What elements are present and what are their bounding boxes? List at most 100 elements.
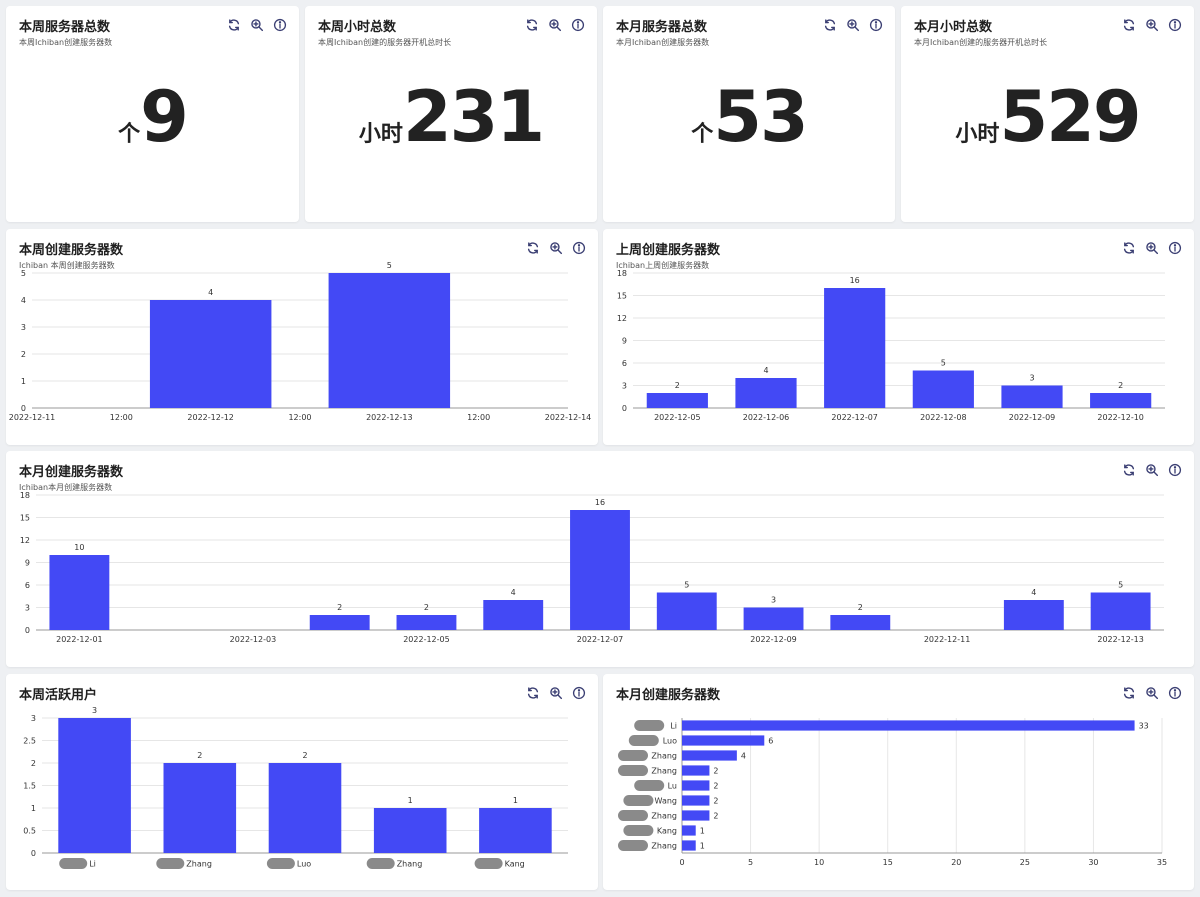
redacted-name-mask	[623, 825, 654, 836]
data-label: 1	[700, 827, 705, 836]
info-icon[interactable]	[571, 685, 586, 700]
bar[interactable]	[912, 370, 974, 409]
redacted-name-mask	[266, 858, 295, 869]
refresh-icon[interactable]	[1121, 462, 1136, 477]
bar[interactable]	[163, 763, 237, 853]
bar[interactable]	[1090, 592, 1151, 631]
refresh-icon[interactable]	[226, 17, 241, 32]
data-label: 16	[595, 498, 605, 507]
bar[interactable]	[682, 735, 765, 746]
bar[interactable]	[682, 825, 696, 836]
x-tick-label: 2022-12-06	[743, 413, 790, 422]
refresh-icon[interactable]	[822, 17, 837, 32]
chart-card-last-week-created: 上周创建服务器数 Ichiban上周创建服务器数 0 3 6 9 12 15 18 2 2022…	[603, 229, 1194, 445]
bar[interactable]	[735, 378, 797, 408]
info-icon[interactable]	[1167, 17, 1182, 32]
bar[interactable]	[268, 763, 342, 853]
x-tick-label: 2022-12-12	[187, 413, 234, 422]
info-icon[interactable]	[571, 240, 586, 255]
y-tick-label: 9	[25, 559, 30, 568]
refresh-icon[interactable]	[1121, 17, 1136, 32]
bar[interactable]	[743, 607, 804, 631]
bar[interactable]	[682, 765, 710, 776]
info-icon[interactable]	[570, 17, 585, 32]
bar[interactable]	[1001, 385, 1063, 409]
y-tick-label: 15	[617, 292, 627, 301]
bar[interactable]	[682, 795, 710, 806]
card-toolbar	[525, 685, 586, 700]
redacted-name-mask	[474, 858, 503, 869]
zoom-icon[interactable]	[548, 685, 563, 700]
bar[interactable]	[479, 808, 552, 853]
bar[interactable]	[656, 592, 717, 631]
stat-number: 529	[999, 76, 1141, 158]
info-icon[interactable]	[1167, 685, 1182, 700]
card-toolbar	[1121, 685, 1182, 700]
stat-value: 个53	[603, 82, 895, 152]
bar[interactable]	[396, 615, 457, 630]
card-subtitle: 本周Ichiban创建的服务器开机总时长	[318, 38, 452, 47]
zoom-icon[interactable]	[547, 17, 562, 32]
card-subtitle: Ichiban 本周创建服务器数	[19, 261, 115, 270]
data-label: 16	[850, 276, 860, 285]
redacted-name-mask	[366, 858, 395, 869]
redacted-name-mask	[618, 810, 648, 821]
bar[interactable]	[58, 718, 131, 853]
x-tick-label: 2022-12-05	[403, 635, 450, 644]
month-created-chart: 0 3 6 9 12 15 18 10 2022-12-01 2022-12-03 2 2 2022-1…	[20, 491, 1164, 644]
bar[interactable]	[682, 810, 710, 821]
zoom-icon[interactable]	[1144, 240, 1159, 255]
bar[interactable]	[309, 615, 370, 630]
info-icon[interactable]	[1167, 240, 1182, 255]
y-tick-label: 12	[617, 314, 627, 323]
refresh-icon[interactable]	[1121, 685, 1136, 700]
zoom-icon[interactable]	[845, 17, 860, 32]
card-subtitle: 本月Ichiban创建的服务器开机总时长	[914, 38, 1048, 47]
bar[interactable]	[149, 300, 272, 408]
card-title: 本月服务器总数	[616, 20, 708, 35]
refresh-icon[interactable]	[1121, 240, 1136, 255]
data-label: 5	[941, 359, 946, 368]
bar[interactable]	[830, 615, 891, 630]
bar[interactable]	[1003, 600, 1064, 630]
refresh-icon[interactable]	[524, 17, 539, 32]
data-label: 5	[387, 261, 392, 270]
data-label: 33	[1139, 722, 1149, 731]
x-tick-label: 2022-12-13	[1097, 635, 1144, 644]
x-tick-label: 2022-12-13	[366, 413, 413, 422]
info-icon[interactable]	[1167, 462, 1182, 477]
bar[interactable]	[570, 510, 630, 630]
chart-card-month-created-by-user: 本月创建服务器数 0 5 10 15 20 25 30 35 33 Li 6 Luo 4 Zhang 2 Zh…	[603, 674, 1194, 890]
bar[interactable]	[824, 288, 886, 408]
bar[interactable]	[646, 393, 708, 408]
data-label: 1	[700, 842, 705, 851]
bar[interactable]	[328, 273, 451, 408]
data-label: 2	[713, 782, 718, 791]
zoom-icon[interactable]	[1144, 462, 1159, 477]
bar[interactable]	[682, 750, 737, 761]
x-tick-label: 0	[679, 858, 684, 867]
stat-number: 53	[713, 76, 808, 158]
data-label: 5	[1118, 581, 1123, 590]
info-icon[interactable]	[272, 17, 287, 32]
refresh-icon[interactable]	[525, 240, 540, 255]
info-icon[interactable]	[868, 17, 883, 32]
y-tick-label: 3	[25, 604, 30, 613]
zoom-icon[interactable]	[1144, 17, 1159, 32]
bar[interactable]	[1090, 393, 1152, 408]
y-tick-label: 0	[31, 849, 36, 858]
bar[interactable]	[49, 555, 110, 630]
bar[interactable]	[682, 780, 710, 791]
bar[interactable]	[682, 720, 1135, 731]
zoom-icon[interactable]	[1144, 685, 1159, 700]
zoom-icon[interactable]	[548, 240, 563, 255]
bar[interactable]	[483, 600, 544, 630]
data-label: 4	[511, 588, 516, 597]
redacted-name-mask	[634, 780, 665, 791]
refresh-icon[interactable]	[525, 685, 540, 700]
y-tick-label: 3	[31, 714, 36, 723]
bar[interactable]	[373, 808, 447, 853]
bar[interactable]	[682, 840, 696, 851]
redacted-name-mask	[618, 765, 648, 776]
zoom-icon[interactable]	[249, 17, 264, 32]
